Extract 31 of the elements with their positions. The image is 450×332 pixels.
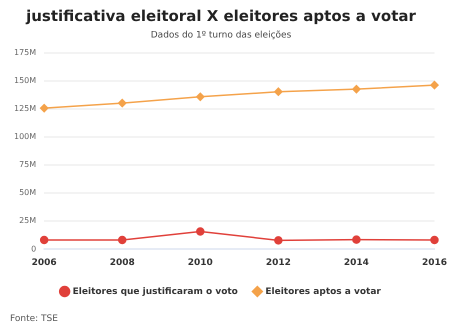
x-tick-label: 2008	[110, 258, 135, 268]
y-tick-label: 125M	[14, 104, 36, 113]
legend-label: Eleitores aptos a votar	[265, 286, 382, 297]
point	[352, 235, 361, 244]
point	[196, 92, 205, 102]
point	[118, 98, 126, 108]
chart-title: justificativa eleitoral X eleitores aptos a votar	[25, 6, 417, 25]
point	[274, 87, 283, 96]
source-note: Fonte: TSE	[10, 314, 58, 324]
y-tick-label: 75M	[19, 160, 36, 170]
y-tick-label: 25M	[19, 216, 36, 226]
y-tick-label: 175M	[14, 48, 36, 57]
point	[430, 80, 439, 90]
point	[118, 236, 126, 244]
x-tick-label: 2014	[344, 258, 369, 268]
point	[430, 236, 439, 244]
y-tick-label: 100M	[14, 132, 36, 142]
point	[196, 227, 205, 236]
point	[40, 236, 48, 244]
y-tick-label: 0	[31, 244, 36, 254]
x-tick-label: 2012	[266, 258, 291, 268]
y-tick-label: 50M	[19, 188, 36, 198]
x-tick-label: 2010	[188, 258, 213, 268]
point	[274, 236, 283, 245]
y-tick-label: 150M	[14, 76, 36, 85]
legend-label: Eleitores que justificaram o voto	[72, 286, 238, 297]
x-tick-label: 2016	[422, 258, 448, 268]
x-tick-label: 2006	[32, 258, 57, 268]
point	[352, 84, 361, 94]
point	[40, 104, 48, 112]
chart-subtitle: Dados do 1º turno das eleições	[150, 30, 292, 41]
